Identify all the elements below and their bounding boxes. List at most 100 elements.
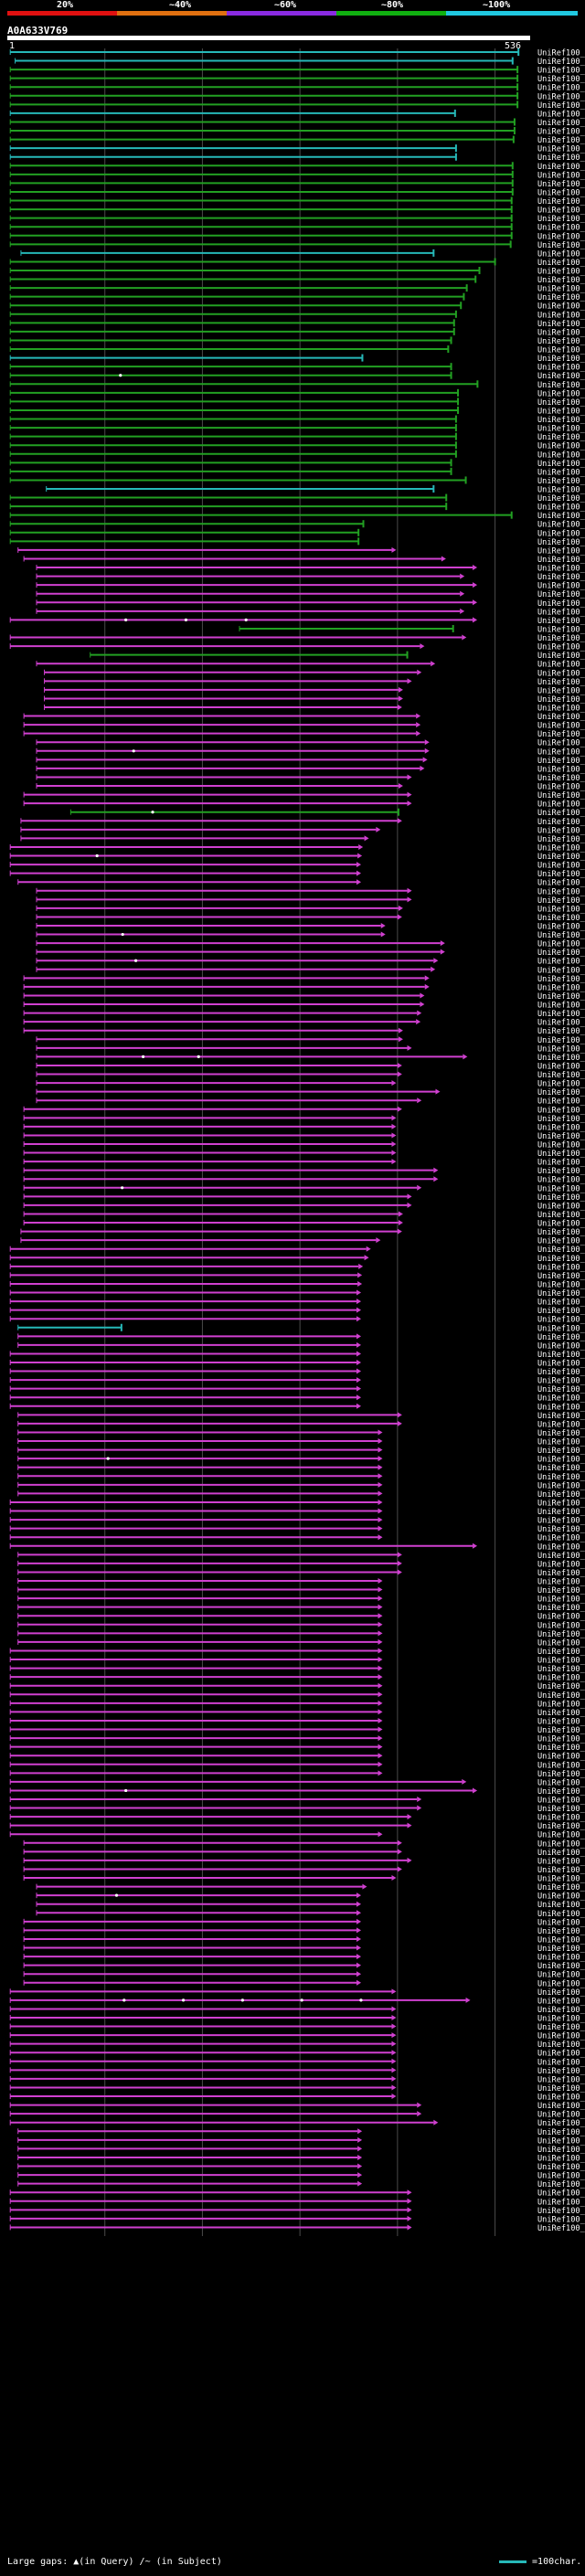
hit-label: UniRef100_B6TJJ0 bbox=[537, 1132, 585, 1141]
hit-label: UniRef100_P59668 bbox=[537, 2154, 585, 2163]
hit-label: UniRef100_Q8S82F bbox=[537, 259, 585, 268]
hit-gap-marker bbox=[300, 1998, 303, 2002]
hit-label: UniRef100_B3F7U8 bbox=[537, 1272, 585, 1281]
hit-end-arrow bbox=[356, 1935, 362, 1942]
hit-end-arrow bbox=[422, 757, 428, 763]
hit-end-arrow bbox=[378, 1456, 383, 1462]
hit-label: UniRef100_C6N013 bbox=[537, 652, 585, 661]
hit-end-arrow bbox=[397, 1420, 402, 1426]
hit-end-arrow bbox=[378, 1700, 383, 1706]
scale-label-80: ~80% bbox=[381, 0, 404, 10]
hit-label: UniRef100_Q3H5P9 bbox=[537, 1962, 585, 1971]
hit-end-arrow bbox=[391, 2050, 397, 2056]
hit-label: UniRef100_Q4K1X7 bbox=[537, 1211, 585, 1220]
hit-end-arrow bbox=[417, 1097, 422, 1104]
hit-label: UniRef100_Q31N14 bbox=[537, 818, 585, 827]
hit-end-arrow bbox=[356, 1368, 362, 1374]
hit-end-arrow bbox=[398, 905, 403, 911]
hit-end-arrow bbox=[391, 1080, 397, 1087]
hit-label: UniRef100_Q9SXN7 bbox=[537, 145, 585, 154]
hit-label: UniRef100_A3IZH1 bbox=[537, 364, 585, 373]
hit-end-arrow bbox=[417, 1184, 422, 1191]
hit-label: UniRef100_D4G663 bbox=[537, 49, 585, 58]
hit-gap-marker bbox=[124, 1788, 128, 1793]
hit-end-arrow bbox=[460, 608, 465, 614]
hit-label: UniRef100_A3J5G0 bbox=[537, 2146, 585, 2155]
hit-end-arrow bbox=[378, 1490, 383, 1497]
hit-label: UniRef100_Q8HLX8 bbox=[537, 2094, 585, 2103]
hit-end-arrow bbox=[431, 661, 436, 667]
hit-label: UniRef100_P48312 bbox=[537, 110, 585, 119]
hit-label: UniRef100_Q7NEZ2 bbox=[537, 546, 585, 556]
hit-label: UniRef100_C4VS50 bbox=[537, 1088, 585, 1097]
hit-end-arrow bbox=[357, 853, 363, 859]
hit-gap-marker bbox=[184, 618, 188, 622]
hit-label: UniRef100_Q7PLL2 bbox=[537, 1464, 585, 1473]
hit-label: UniRef100_A9PJB7 bbox=[537, 1141, 585, 1150]
hit-label: UniRef100_A4RS46 bbox=[537, 2198, 585, 2207]
hit-label: UniRef100_C677L5 bbox=[537, 1044, 585, 1054]
hit-label: UniRef100_A7NYE1 bbox=[537, 2189, 585, 2199]
hit-end-arrow bbox=[378, 1586, 383, 1593]
hit-label: UniRef100_B8LK56 bbox=[537, 1333, 585, 1342]
hit-end-arrow bbox=[398, 1027, 403, 1034]
hit-gap-marker bbox=[197, 1055, 200, 1058]
hit-label: UniRef100_B6TE28 bbox=[537, 1341, 585, 1351]
hit-label: UniRef100_Q15K74 bbox=[537, 617, 585, 626]
hit-end-arrow bbox=[416, 713, 421, 719]
hit-label: UniRef100_Q6S9G6 bbox=[537, 188, 585, 197]
legend-subject-gap: /~ (in Subject) bbox=[139, 2557, 222, 2567]
hit-end-arrow bbox=[356, 1377, 362, 1383]
hit-label: UniRef100_B8HV53 bbox=[537, 1717, 585, 1726]
hit-label: UniRef100_Q7D2H6 bbox=[537, 1377, 585, 1386]
hit-label: UniRef100_Q84K19 bbox=[537, 1839, 585, 1849]
hit-label: UniRef100_Q6GYN4 bbox=[537, 1499, 585, 1508]
hit-end-arrow bbox=[391, 1159, 397, 1165]
hit-end-arrow bbox=[397, 1062, 402, 1068]
legend-gaps: Large gaps: ▲(in Query) /~ (in Subject) bbox=[7, 2557, 222, 2567]
hit-label: UniRef100_B1S2M1 bbox=[537, 573, 585, 582]
hit-label: UniRef100_B9DYN1 bbox=[537, 896, 585, 906]
hit-label: UniRef100_Q07872 bbox=[537, 940, 585, 949]
hit-end-arrow bbox=[378, 1621, 383, 1627]
hit-label: UniRef100_B2ZFX8 bbox=[537, 923, 585, 932]
hit-label: UniRef100_UP1000.. bbox=[537, 975, 585, 984]
hit-label: UniRef100_A8NC33 bbox=[537, 958, 585, 967]
hit-end-arrow bbox=[397, 1106, 402, 1112]
hit-label: UniRef100_Q4WSQ4 bbox=[537, 599, 585, 609]
hit-end-arrow bbox=[440, 940, 445, 947]
hit-end-arrow bbox=[407, 1857, 412, 1863]
hit-label: UniRef100_Q2K82U bbox=[537, 1927, 585, 1936]
hit-label: UniRef100_B2IW54 bbox=[537, 381, 585, 390]
hit-end-arrow bbox=[420, 765, 425, 771]
hit-label: UniRef100_C1E7K9 bbox=[537, 1883, 585, 1892]
hit-end-arrow bbox=[358, 843, 364, 850]
hit-label: UniRef100_B4VQ04 bbox=[537, 328, 585, 337]
hit-end-arrow bbox=[356, 1394, 362, 1401]
hit-gap-marker bbox=[119, 374, 122, 377]
hit-label: UniRef100_A1UPL0 bbox=[537, 1918, 585, 1927]
hit-end-arrow bbox=[378, 1525, 383, 1532]
hit-label: UniRef100_Q2TKF2 bbox=[537, 1438, 585, 1447]
hit-end-arrow bbox=[378, 1753, 383, 1759]
hit-label: UniRef100_Q6UV4 bbox=[537, 101, 585, 111]
hit-end-arrow bbox=[407, 678, 412, 684]
hit-end-arrow bbox=[398, 783, 403, 790]
hit-end-arrow bbox=[398, 695, 403, 702]
hit-label: UniRef100_A6ZHU5 bbox=[537, 425, 585, 434]
scale-segment-orange bbox=[117, 11, 227, 16]
hit-end-arrow bbox=[473, 1787, 478, 1794]
hit-label: UniRef100_A6Q3T5 bbox=[537, 355, 585, 364]
hit-label: UniRef100_A5DSG0 bbox=[537, 1071, 585, 1080]
hit-end-arrow bbox=[378, 1709, 383, 1715]
hit-end-arrow bbox=[378, 1630, 383, 1637]
hit-end-arrow bbox=[417, 1797, 422, 1802]
hit-label: UniRef100_B3VA19 bbox=[537, 905, 585, 914]
hit-label: UniRef100_C5MBZ1 bbox=[537, 1420, 585, 1429]
hit-end-arrow bbox=[356, 1385, 362, 1392]
hit-end-arrow bbox=[356, 1360, 362, 1365]
hit-end-arrow bbox=[407, 800, 412, 807]
hit-label: UniRef100_A2NV53 bbox=[537, 2215, 585, 2224]
hit-end-arrow bbox=[391, 2058, 397, 2064]
hit-label: UniRef100_Q10EX8 bbox=[537, 1307, 585, 1316]
